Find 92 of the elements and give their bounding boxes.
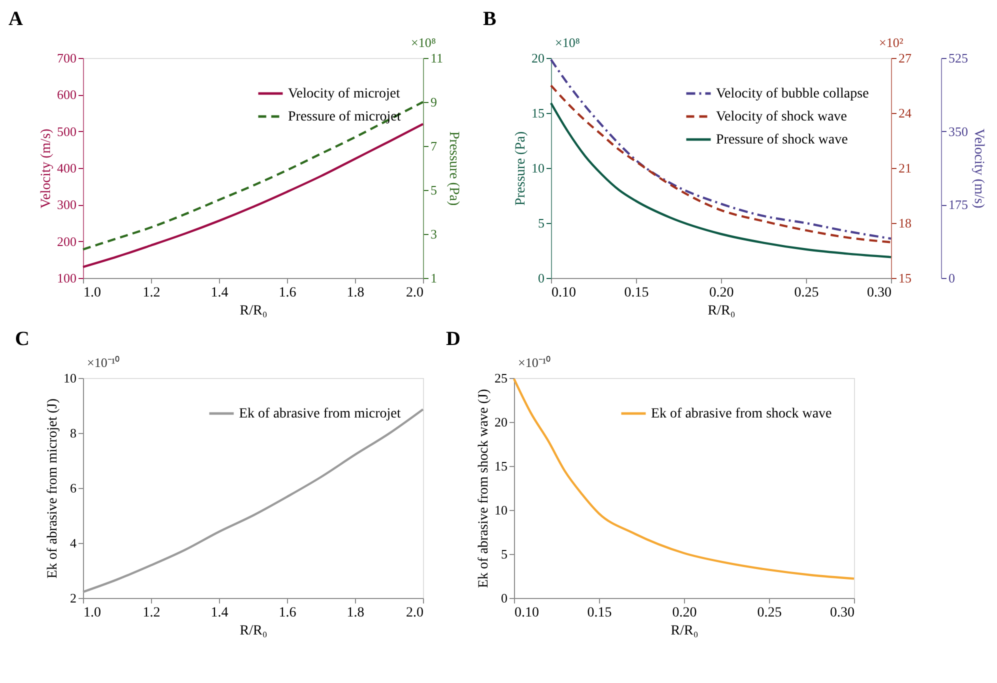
- y2-tick-label: 1: [430, 270, 437, 286]
- y3-tick-label: 350: [948, 124, 968, 139]
- text: ×10²: [879, 35, 904, 50]
- x-tick-label: 1.4: [210, 286, 228, 300]
- y2-tick-label: 24: [898, 106, 912, 120]
- y-tick-label: 10: [494, 502, 508, 518]
- y-axis-title: Ek of abrasive from microjet (J): [46, 398, 60, 578]
- x-tick-label: 0.10: [514, 606, 539, 620]
- x-tick-label: 1.6: [278, 286, 296, 300]
- x-tick-label: 2.0: [406, 606, 424, 620]
- chart-title: A: [8, 8, 24, 30]
- x-tick-label: 1.2: [142, 286, 160, 300]
- y-tick-label: 20: [494, 414, 508, 430]
- y-tick-label: 0: [538, 270, 544, 286]
- y3-axis-title: Velocity (m/s): [971, 128, 986, 209]
- x-axis-title: R/R₀: [240, 624, 268, 638]
- y2-tick-label: 9: [430, 94, 437, 110]
- y2-tick-label: 18: [898, 216, 912, 230]
- y-tick-label: 20: [532, 50, 544, 66]
- y-axis-title: Pressure (Pa): [514, 131, 528, 206]
- y-tick-label: 4: [70, 536, 77, 550]
- chart-title: C: [15, 328, 30, 350]
- chart-title: B: [483, 8, 496, 30]
- x-axis-title: R/R₀: [240, 304, 268, 318]
- y-tick-label: 5: [538, 216, 544, 230]
- x-tick-label: 1.8: [346, 286, 364, 300]
- y-tick-label: 6: [70, 480, 77, 496]
- y-tick-label: 300: [57, 197, 76, 212]
- y-tick-label: 25: [494, 370, 508, 386]
- y-axis-title: Ek of abrasive from shock wave (J): [476, 388, 492, 588]
- x-tick-label: 1.4: [210, 606, 228, 620]
- x-tick-label: 0.25: [757, 606, 782, 620]
- text: ×10⁻¹⁰: [518, 355, 552, 370]
- line-series: [550, 84, 892, 244]
- y3-tick-label: 0: [948, 270, 955, 286]
- x-tick-label: 0.30: [830, 606, 854, 620]
- line-series: [82, 122, 424, 268]
- legend-label: Pressure of microjet: [288, 110, 401, 124]
- line-series: [550, 58, 892, 240]
- x-tick-label: 0.25: [794, 286, 819, 300]
- line-series: [550, 102, 892, 258]
- x-tick-label: 0.20: [709, 286, 734, 300]
- y-tick-label: 10: [64, 370, 76, 386]
- line-series: [512, 378, 856, 580]
- x-tick-label: 1.6: [278, 606, 296, 620]
- y-tick-label: 600: [57, 87, 76, 102]
- x-tick-label: 0.15: [624, 286, 649, 300]
- x-tick-label: 0.30: [867, 286, 892, 300]
- legend-label: Pressure of shock wave: [716, 132, 848, 148]
- legend-label: Ek of abrasive from microjet: [239, 406, 401, 422]
- x-tick-label: 0.20: [672, 606, 697, 620]
- y2-tick-label: 5: [430, 182, 437, 198]
- x-tick-label: 1.2: [142, 606, 160, 620]
- text: ×10⁸: [555, 35, 580, 50]
- legend-label: Ek of abrasive from shock wave: [651, 406, 832, 422]
- y-tick-label: 8: [70, 426, 76, 440]
- text: ×10⁻¹⁰: [87, 355, 120, 370]
- y-tick-label: 15: [494, 458, 508, 474]
- y2-tick-label: 7: [430, 138, 438, 154]
- y2-tick-label: 3: [430, 226, 437, 242]
- y2-axis-title: Pressure (Pa): [446, 131, 462, 206]
- x-tick-label: 2.0: [406, 286, 424, 300]
- y-tick-label: 2: [70, 590, 76, 606]
- y2-tick-label: 11: [430, 50, 444, 66]
- y3-tick-label: 525: [948, 50, 968, 66]
- legend-label: Velocity of bubble collapse: [716, 86, 869, 102]
- y-tick-label: 15: [532, 106, 544, 120]
- y-tick-label: 200: [57, 234, 76, 249]
- x-tick-label: 0.15: [587, 606, 612, 620]
- y-tick-label: 100: [57, 270, 76, 286]
- text: ×10⁸: [411, 35, 436, 50]
- y-tick-label: 400: [57, 160, 76, 176]
- legend-label: Velocity of microjet: [288, 86, 400, 102]
- x-tick-label: 1.0: [84, 606, 101, 620]
- x-tick-label: 1.8: [346, 606, 364, 620]
- y2-tick-label: 21: [898, 160, 912, 176]
- x-tick-label: 1.0: [84, 286, 101, 300]
- line-series: [82, 408, 424, 594]
- y2-tick-label: 15: [898, 270, 912, 286]
- y3-tick-label: 175: [948, 197, 968, 212]
- y-axis-title: Velocity (m/s): [39, 128, 54, 208]
- y-tick-label: 700: [57, 50, 76, 66]
- y-tick-label: 0: [501, 590, 508, 606]
- x-axis-title: R/R₀: [708, 304, 736, 318]
- y-tick-label: 5: [501, 546, 508, 562]
- x-tick-label: 0.10: [552, 286, 576, 300]
- y-tick-label: 500: [57, 124, 76, 139]
- chart-title: D: [446, 328, 460, 350]
- legend-label: Velocity of shock wave: [716, 110, 848, 124]
- y-tick-label: 10: [532, 160, 544, 176]
- x-axis-title: R/R₀: [670, 624, 698, 638]
- y2-tick-label: 27: [898, 50, 912, 66]
